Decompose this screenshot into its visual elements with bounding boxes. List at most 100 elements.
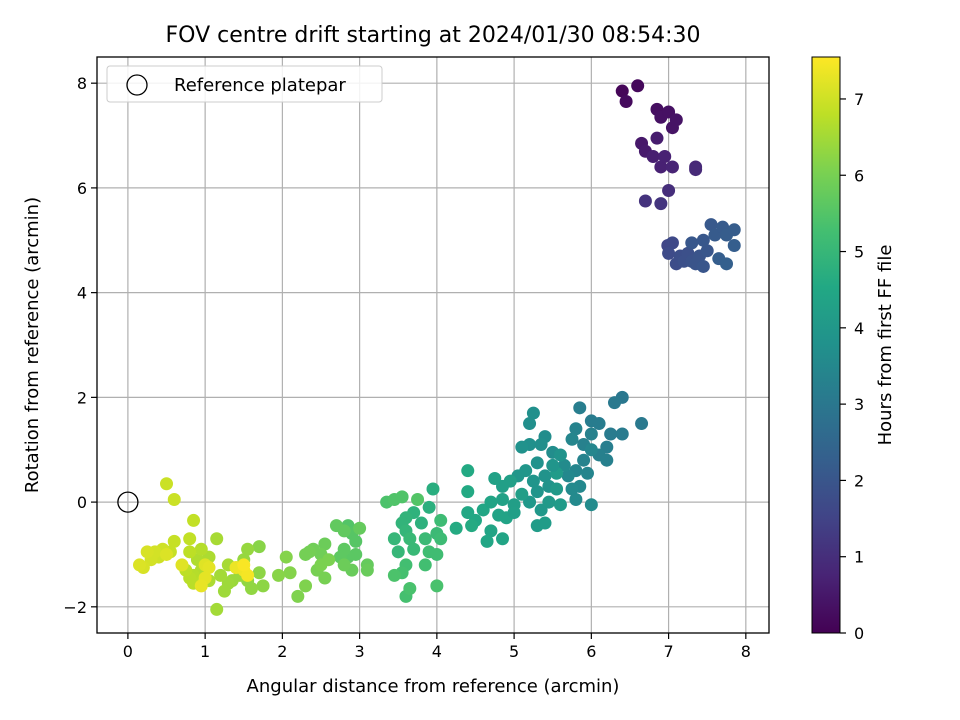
colorbar-tick-label: 1 bbox=[854, 548, 864, 567]
data-point bbox=[241, 542, 255, 556]
y-tick-label: −2 bbox=[63, 598, 87, 617]
data-point bbox=[553, 498, 567, 512]
x-tick-label: 4 bbox=[432, 642, 442, 661]
data-point bbox=[565, 482, 579, 496]
data-point bbox=[480, 534, 494, 548]
data-point bbox=[465, 519, 479, 533]
data-point bbox=[696, 233, 710, 247]
data-point bbox=[349, 534, 363, 548]
data-point bbox=[167, 534, 181, 548]
data-point bbox=[194, 579, 208, 593]
data-point bbox=[565, 432, 579, 446]
data-point bbox=[631, 79, 645, 93]
y-tick-label: 4 bbox=[77, 284, 87, 303]
colorbar-tick-label: 4 bbox=[854, 319, 864, 338]
x-tick-label: 6 bbox=[586, 642, 596, 661]
colorbar-tick-label: 2 bbox=[854, 471, 864, 490]
data-point bbox=[132, 558, 146, 572]
chart-title: FOV centre drift starting at 2024/01/30 … bbox=[166, 23, 701, 48]
data-point bbox=[214, 568, 228, 582]
data-point bbox=[515, 487, 529, 501]
data-point bbox=[160, 547, 174, 561]
data-point bbox=[492, 508, 506, 522]
data-point bbox=[550, 482, 564, 496]
data-point bbox=[704, 218, 718, 232]
data-point bbox=[526, 474, 540, 488]
x-axis-label: Angular distance from reference (arcmin) bbox=[247, 676, 620, 697]
data-point bbox=[534, 437, 548, 451]
data-point bbox=[407, 542, 421, 556]
reference-platepar-marker bbox=[117, 491, 139, 513]
legend: Reference platepar bbox=[106, 65, 383, 103]
data-point bbox=[604, 427, 618, 441]
data-point bbox=[569, 422, 583, 436]
data-point bbox=[727, 223, 741, 237]
data-point bbox=[194, 542, 208, 556]
data-point bbox=[496, 532, 510, 546]
grid-lines bbox=[97, 57, 769, 633]
data-point bbox=[183, 545, 197, 559]
colorbar-ticks: 0 1 2 3 4 5 6 7 bbox=[840, 90, 864, 643]
data-point bbox=[526, 406, 540, 420]
axis-ticks: 0 1 2 3 4 5 6 7 8 −2 0 2 4 6 8 bbox=[63, 74, 751, 661]
y-tick-label: 0 bbox=[77, 493, 87, 512]
colorbar-label: Hours from first FF file bbox=[875, 245, 896, 446]
colorbar-tick-label: 6 bbox=[854, 166, 864, 185]
data-point bbox=[430, 547, 444, 561]
data-point bbox=[322, 553, 336, 567]
data-point bbox=[318, 537, 332, 551]
data-point bbox=[241, 568, 255, 582]
data-point bbox=[546, 458, 560, 472]
data-point bbox=[353, 521, 367, 535]
data-point bbox=[434, 513, 448, 527]
data-point bbox=[584, 498, 598, 512]
data-point bbox=[538, 469, 552, 483]
data-point bbox=[530, 485, 544, 499]
data-point bbox=[654, 160, 668, 174]
data-point bbox=[252, 540, 266, 554]
data-point bbox=[237, 558, 251, 572]
data-point bbox=[299, 547, 313, 561]
data-point bbox=[720, 257, 734, 271]
data-point bbox=[530, 456, 544, 470]
colorbar-tick-label: 3 bbox=[854, 395, 864, 414]
data-point bbox=[414, 516, 428, 530]
colorbar-gradient bbox=[811, 56, 841, 634]
data-point bbox=[411, 492, 425, 506]
data-point bbox=[387, 568, 401, 582]
y-axis-label: Rotation from reference (arcmin) bbox=[22, 197, 43, 493]
data-point bbox=[669, 113, 683, 127]
x-tick-label: 1 bbox=[200, 642, 210, 661]
data-point bbox=[160, 477, 174, 491]
data-point bbox=[600, 453, 614, 467]
data-point bbox=[434, 532, 448, 546]
data-point bbox=[187, 513, 201, 527]
data-point bbox=[608, 396, 622, 410]
data-point bbox=[573, 401, 587, 415]
colorbar-tick-label: 5 bbox=[854, 243, 864, 262]
data-point bbox=[395, 490, 409, 504]
data-point bbox=[615, 84, 629, 98]
data-point bbox=[360, 563, 374, 577]
data-point bbox=[140, 545, 154, 559]
data-point bbox=[553, 448, 567, 462]
legend-entry-label: Reference platepar bbox=[174, 75, 346, 96]
data-point bbox=[202, 561, 216, 575]
data-point bbox=[337, 558, 351, 572]
data-point bbox=[577, 453, 591, 467]
data-point bbox=[175, 558, 189, 572]
x-tick-label: 7 bbox=[663, 642, 673, 661]
data-point bbox=[561, 469, 575, 483]
data-point bbox=[665, 236, 679, 250]
data-point bbox=[584, 427, 598, 441]
data-point bbox=[700, 244, 714, 258]
data-point bbox=[283, 566, 297, 580]
data-point bbox=[689, 163, 703, 177]
legend-box bbox=[106, 65, 383, 103]
data-point bbox=[387, 532, 401, 546]
data-point bbox=[418, 558, 432, 572]
colorbar: 0 1 2 3 4 5 6 7 Hours from first FF file bbox=[811, 56, 896, 643]
data-point bbox=[279, 550, 293, 564]
data-point bbox=[484, 495, 498, 509]
